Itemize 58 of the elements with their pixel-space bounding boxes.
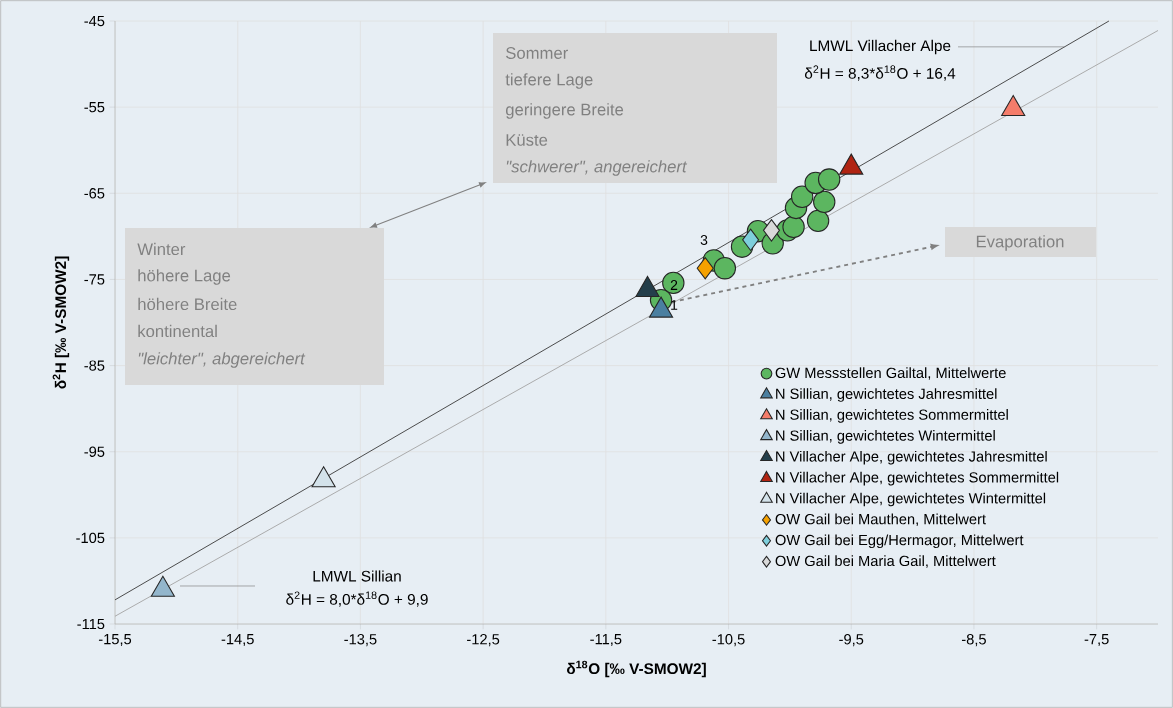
y-tick-label: -55 bbox=[84, 102, 105, 113]
x-tick-label: -7,5 bbox=[1084, 634, 1109, 647]
x-tick-label: -11,5 bbox=[590, 634, 622, 647]
legend-label: OW Gail bei Maria Gail, Mittelwert bbox=[775, 555, 996, 568]
annotation: "schwerer", angereichert bbox=[506, 160, 688, 176]
point bbox=[817, 168, 841, 191]
annotation: geringere Breite bbox=[505, 103, 624, 119]
legend-label: N Villacher Alpe, gewichtetes Sommermittel bbox=[776, 471, 1059, 486]
point bbox=[696, 257, 714, 280]
y-tick-label: -45 bbox=[84, 15, 105, 27]
y-tick-label: -95 bbox=[84, 446, 105, 457]
annotation: Winter bbox=[137, 242, 186, 256]
point bbox=[806, 209, 830, 233]
x-tick-label: -14,5 bbox=[221, 634, 254, 647]
x-tick-label: -8,5 bbox=[961, 634, 986, 647]
point bbox=[790, 185, 814, 208]
y-tick-label: -105 bbox=[76, 532, 105, 544]
legend-label: N Villacher Alpe, gewichtetes Wintermittel bbox=[776, 492, 1046, 507]
point bbox=[782, 215, 805, 239]
annotation: Küste bbox=[506, 134, 548, 146]
legend-label: N Sillian, gewichtetes Jahresmittel bbox=[776, 388, 997, 402]
annotation: Sommer bbox=[506, 47, 568, 59]
point bbox=[742, 228, 760, 252]
y-axis-title: δ$^{2}$H [‰ V-SMOW2] bbox=[52, 256, 70, 389]
y-tick-label: -115 bbox=[77, 618, 105, 630]
annotation: "leichter", abgereichert bbox=[138, 352, 306, 368]
y-tick-label: -85 bbox=[84, 360, 105, 371]
y-tick-label: -65 bbox=[84, 188, 105, 199]
y-tick-label: -75 bbox=[84, 274, 105, 285]
annotation: höhere Breite bbox=[138, 297, 237, 311]
point bbox=[713, 257, 737, 280]
x-tick-label: -12,5 bbox=[467, 634, 500, 647]
annotation: Evaporation bbox=[976, 235, 1064, 251]
annotation: LMWL Villacher Alpe bbox=[810, 39, 951, 55]
legend-label: N Villacher Alpe, gewichtetes Jahresmittel bbox=[776, 450, 1047, 465]
annotation: δ$^{2}$H = 8,0*δ$^{18}$O + 9,9 bbox=[286, 591, 428, 607]
legend-label: GW Messstellen Gailtal, Mittelwerte bbox=[775, 367, 1006, 380]
point bbox=[150, 575, 175, 597]
point bbox=[813, 190, 836, 214]
annotation: LMWL Sillian bbox=[313, 570, 401, 582]
legend-label: OW Gail bei Egg/Hermagor, Mittelwert bbox=[775, 534, 1024, 549]
annotation: höhere Lage bbox=[138, 269, 231, 285]
legend-label: N Sillian, gewichtetes Sommermittel bbox=[776, 409, 1008, 423]
annotation: 1 bbox=[671, 300, 678, 310]
x-tick-label: -15,5 bbox=[98, 634, 132, 647]
annotation: 3 bbox=[700, 235, 708, 245]
x-tick-label: -10,5 bbox=[712, 634, 745, 647]
annotation: kontinental bbox=[138, 324, 217, 338]
legend-label: OW Gail bei Mauthen, Mittelwert bbox=[775, 513, 986, 527]
legend-label: N Sillian, gewichtetes Wintermittel bbox=[776, 429, 995, 444]
x-axis-title: δ$^{18}$O [‰ V-SMOW2] bbox=[567, 660, 706, 678]
point bbox=[762, 219, 781, 242]
annotation: δ$^{2}$H = 8,3*δ$^{18}$O + 16,4 bbox=[804, 65, 956, 81]
x-tick-label: -13,5 bbox=[344, 634, 377, 647]
x-tick-label: -9,5 bbox=[839, 634, 864, 647]
annotation: tiefere Lage bbox=[505, 73, 593, 89]
annotation: 2 bbox=[670, 280, 678, 290]
point bbox=[311, 466, 336, 488]
